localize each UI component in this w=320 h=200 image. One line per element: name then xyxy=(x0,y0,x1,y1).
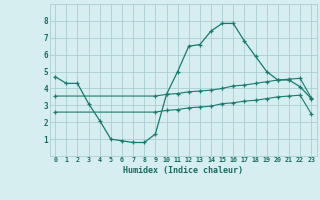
X-axis label: Humidex (Indice chaleur): Humidex (Indice chaleur) xyxy=(123,166,243,175)
